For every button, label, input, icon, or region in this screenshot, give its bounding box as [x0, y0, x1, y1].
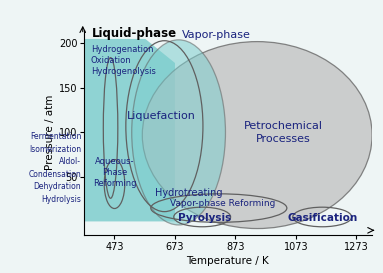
- Y-axis label: Pressure / atm: Pressure / atm: [45, 95, 55, 170]
- Polygon shape: [84, 39, 175, 221]
- Ellipse shape: [132, 40, 226, 225]
- Text: Petrochemical
Processes: Petrochemical Processes: [244, 121, 322, 144]
- Text: Vapor-phase Reforming: Vapor-phase Reforming: [170, 199, 275, 208]
- Text: Hydrogenation
Oxidation
Hydrogenolysis: Hydrogenation Oxidation Hydrogenolysis: [91, 45, 156, 76]
- Text: Liquid-phase: Liquid-phase: [92, 27, 177, 40]
- Ellipse shape: [142, 41, 372, 229]
- Text: Hydrotreating: Hydrotreating: [155, 188, 223, 198]
- Text: Gasification: Gasification: [287, 213, 357, 223]
- X-axis label: Temperature / K: Temperature / K: [187, 256, 269, 266]
- Text: Vapor-phase: Vapor-phase: [182, 30, 250, 40]
- Text: Aqueous-
Phase
Reforming: Aqueous- Phase Reforming: [93, 157, 136, 188]
- Text: Liquefaction: Liquefaction: [127, 111, 196, 121]
- Text: Pyrolysis: Pyrolysis: [178, 213, 231, 223]
- Text: Fermentation
Isomerization
Aldol-
Condensation
Dehydration
Hydrolysis: Fermentation Isomerization Aldol- Conden…: [28, 132, 81, 204]
